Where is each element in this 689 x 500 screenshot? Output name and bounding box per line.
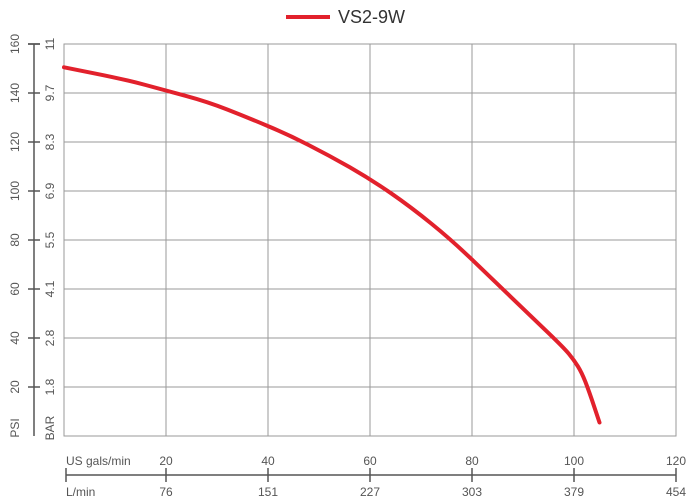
- y-unit-primary: PSI: [8, 418, 22, 437]
- y-tick-label-bar: 4.1: [43, 280, 57, 297]
- x-tick-label-lpm: 379: [564, 485, 584, 499]
- x-tick-label-lpm: 303: [462, 485, 482, 499]
- y-tick-label-psi: 40: [8, 331, 22, 345]
- series-layer: [62, 65, 602, 425]
- x-tick-label-lpm: 227: [360, 485, 380, 499]
- y-tick-label-psi: 100: [8, 181, 22, 201]
- y-tick-label-bar: 5.5: [43, 231, 57, 248]
- x-tick-label-gpm: 120: [666, 454, 686, 468]
- y-tick-label-psi: 160: [8, 34, 22, 54]
- y-tick-label-psi: 120: [8, 132, 22, 152]
- x-tick-label-gpm: 40: [261, 454, 275, 468]
- x-unit-secondary: L/min: [66, 485, 95, 499]
- x-tick-label-gpm: 20: [159, 454, 173, 468]
- y-tick-label-bar: 6.9: [43, 182, 57, 199]
- legend-label: VS2-9W: [338, 7, 405, 27]
- x-unit-primary: US gals/min: [66, 454, 131, 468]
- x-tick-label-lpm: 76: [159, 485, 173, 499]
- series-line-vs2-9w: [62, 65, 602, 425]
- axes: 20 1.8 40 2.8 60 4.1 80 5.5 100 6.9 120 8.3 140 9.7 16…: [8, 34, 686, 499]
- y-tick-label-psi: 20: [8, 380, 22, 394]
- x-tick-label-lpm: 454: [666, 485, 686, 499]
- y-tick-label-bar: 2.8: [43, 329, 57, 346]
- y-tick-label-psi: 140: [8, 83, 22, 103]
- y-tick-label-bar: 8.3: [43, 133, 57, 150]
- legend: VS2-9W: [286, 7, 405, 27]
- y-tick-label-bar: 9.7: [43, 84, 57, 101]
- x-tick-label-lpm: 151: [258, 485, 278, 499]
- y-tick-label-psi: 80: [8, 233, 22, 247]
- x-tick-label-gpm: 80: [465, 454, 479, 468]
- y-tick-label-bar: 1.8: [43, 378, 57, 395]
- x-tick-label-gpm: 60: [363, 454, 377, 468]
- y-unit-secondary: BAR: [43, 415, 57, 440]
- x-tick-label-gpm: 100: [564, 454, 584, 468]
- y-tick-label-bar: 11: [43, 37, 57, 50]
- grid: [63, 43, 677, 437]
- y-tick-label-psi: 60: [8, 282, 22, 296]
